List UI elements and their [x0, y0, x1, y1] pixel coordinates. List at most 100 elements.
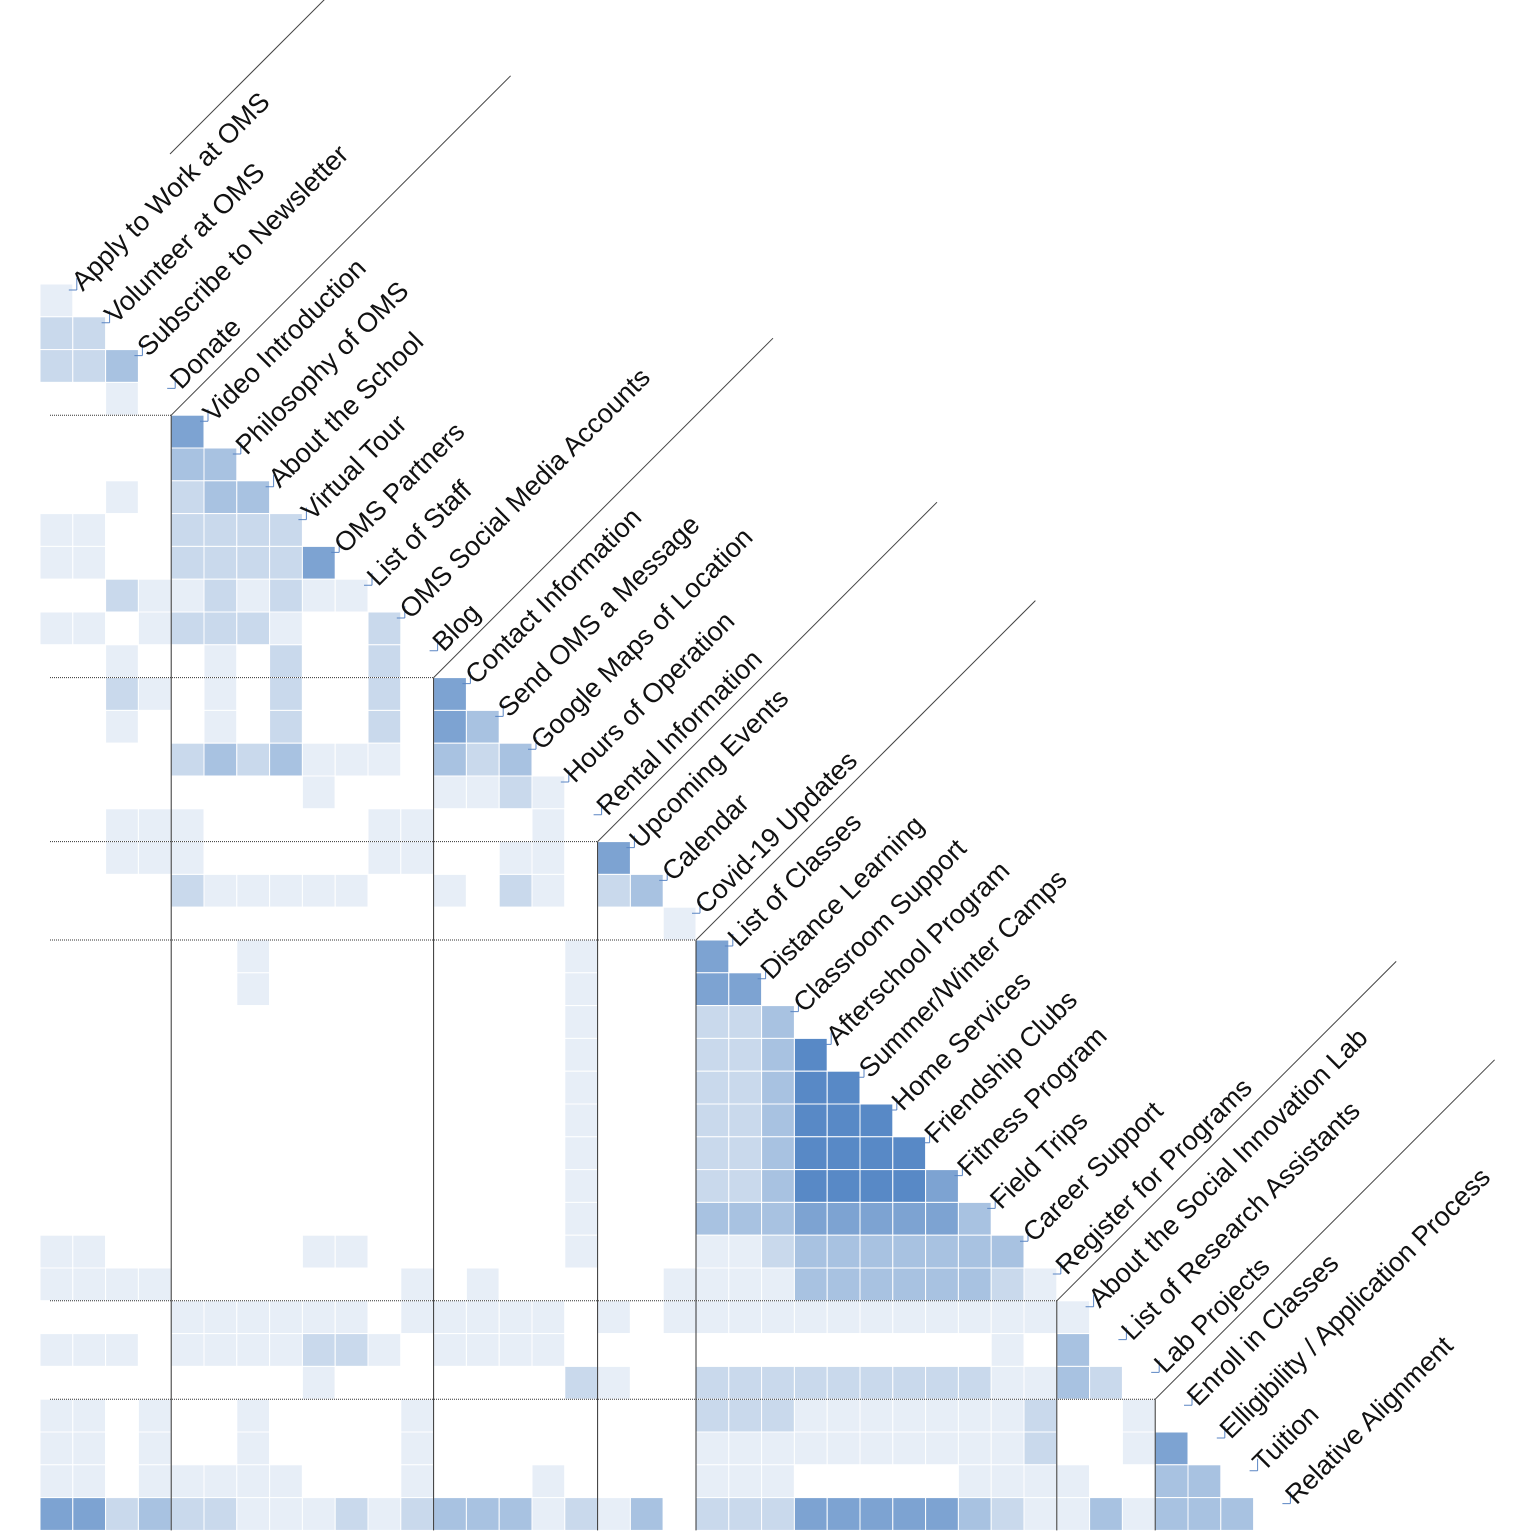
- matrix-cell: [433, 1136, 467, 1171]
- matrix-cell: [695, 972, 730, 1007]
- matrix-cell: [564, 1398, 599, 1433]
- matrix-cell: [433, 808, 467, 843]
- matrix-cell: [892, 1201, 927, 1236]
- matrix-cell: [301, 611, 336, 646]
- group-diagonal-line: [1154, 1059, 1495, 1400]
- matrix-cell: [137, 709, 172, 744]
- matrix-cell: [531, 1169, 566, 1203]
- matrix-cell: [137, 480, 172, 515]
- matrix-cell: [203, 1005, 238, 1039]
- matrix-cell: [400, 1300, 435, 1335]
- matrix-cell: [105, 939, 139, 974]
- matrix-cell: [170, 1431, 205, 1466]
- matrix-cell: [170, 1267, 205, 1302]
- matrix-cell: [925, 1398, 959, 1433]
- matrix-cell: [564, 1070, 599, 1105]
- matrix-cell: [629, 1136, 664, 1171]
- matrix-cell: [957, 1333, 992, 1367]
- matrix-cell: [367, 808, 402, 843]
- matrix-cell: [137, 644, 172, 679]
- matrix-cell: [334, 742, 369, 777]
- matrix-cell: [137, 513, 172, 547]
- matrix-cell: [826, 1136, 861, 1171]
- matrix-cell: [236, 611, 271, 646]
- matrix-cell: [137, 1201, 172, 1236]
- matrix-cell: [564, 1365, 599, 1400]
- matrix-cell: [662, 972, 697, 1007]
- matrix-cell: [269, 1070, 303, 1105]
- matrix-cell: [72, 1333, 107, 1367]
- matrix-cell: [39, 1070, 74, 1105]
- matrix-cell: [433, 873, 467, 908]
- matrix-cell: [695, 1267, 730, 1302]
- label-tick: [265, 474, 275, 488]
- matrix-cell: [170, 1103, 205, 1138]
- matrix-cell: [465, 939, 500, 974]
- matrix-cell: [465, 1431, 500, 1466]
- matrix-cell: [957, 1234, 992, 1269]
- matrix-cell: [728, 1070, 763, 1105]
- matrix-cell: [728, 1464, 763, 1499]
- matrix-cell: [629, 1300, 664, 1335]
- matrix-cell: [597, 1005, 631, 1039]
- matrix-cell: [269, 841, 303, 875]
- label-tick: [790, 999, 799, 1013]
- matrix-cell: [465, 906, 500, 941]
- label-tick: [593, 802, 603, 816]
- label-tick: [200, 409, 209, 422]
- matrix-cell: [334, 1497, 369, 1531]
- matrix-cell: [465, 972, 500, 1007]
- matrix-cell: [236, 644, 271, 679]
- matrix-cell: [1056, 1464, 1091, 1499]
- matrix-cell: [39, 381, 74, 416]
- matrix-cell: [728, 1267, 763, 1302]
- matrix-cell: [433, 1070, 467, 1105]
- matrix-cell: [629, 873, 664, 908]
- matrix-cell: [301, 808, 336, 843]
- matrix-cell: [72, 742, 107, 777]
- matrix-cell: [105, 1497, 139, 1531]
- matrix-cell: [72, 1234, 107, 1269]
- matrix-cell: [564, 1169, 599, 1203]
- matrix-cell: [72, 414, 107, 449]
- matrix-cell: [498, 1431, 533, 1466]
- matrix-cell: [892, 1431, 927, 1466]
- group-diagonal-line: [169, 0, 325, 155]
- matrix-cell: [400, 1398, 435, 1433]
- matrix-cell: [334, 1464, 369, 1499]
- label-tick: [757, 966, 767, 980]
- matrix-cell: [826, 1169, 861, 1203]
- matrix-cell: [990, 1497, 1025, 1531]
- matrix-cell: [367, 1333, 402, 1367]
- matrix-cell: [695, 1497, 730, 1531]
- matrix-cell: [72, 644, 107, 679]
- matrix-cell: [39, 447, 74, 482]
- matrix-cell: [137, 1005, 172, 1039]
- matrix-cell: [531, 1037, 566, 1072]
- matrix-cell: [465, 1201, 500, 1236]
- matrix-cell: [662, 1005, 697, 1039]
- matrix-cell: [39, 1300, 74, 1335]
- matrix-cell: [301, 1464, 336, 1499]
- matrix-cell: [400, 742, 435, 777]
- matrix-cell: [367, 1136, 402, 1171]
- matrix-cell: [662, 906, 697, 941]
- matrix-cell: [531, 1201, 566, 1236]
- matrix-cell: [662, 1431, 697, 1466]
- matrix-cell: [105, 775, 139, 810]
- matrix-cell: [925, 1267, 959, 1302]
- matrix-cell: [39, 644, 74, 679]
- matrix-cell: [433, 1201, 467, 1236]
- matrix-cell: [892, 1365, 927, 1400]
- matrix-cell: [334, 1103, 369, 1138]
- matrix-cell: [531, 1464, 566, 1499]
- matrix-cell: [400, 873, 435, 908]
- matrix-cell: [170, 513, 205, 547]
- matrix-cell: [72, 709, 107, 744]
- matrix-cell: [72, 316, 107, 351]
- matrix-cell: [465, 808, 500, 843]
- matrix-cell: [531, 1267, 566, 1302]
- matrix-cell: [236, 1005, 271, 1039]
- matrix-cell: [793, 1070, 828, 1105]
- matrix-cell: [203, 1037, 238, 1072]
